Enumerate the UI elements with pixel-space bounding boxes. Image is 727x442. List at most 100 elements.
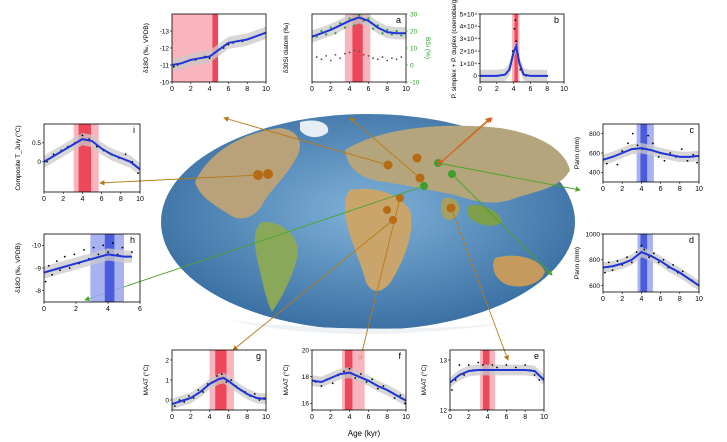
x-tick-label: 6 (659, 296, 663, 303)
x-tick-label: 4 (639, 186, 643, 193)
data-point (643, 248, 646, 251)
data-point-gray (344, 52, 346, 55)
data-point-green (329, 26, 332, 29)
data-point (616, 260, 619, 262)
panel-letter: c (690, 125, 695, 135)
y-tick-label: -8 (35, 288, 41, 295)
data-point (686, 159, 689, 162)
data-point (320, 385, 323, 387)
y-tick-label: 5×10⁴ (460, 11, 478, 18)
data-point (463, 374, 465, 376)
y-tick-label: 1000 (586, 231, 601, 238)
y-tick-label: 1 (165, 377, 169, 384)
data-point (354, 377, 357, 379)
data-point (208, 57, 211, 60)
x-tick-label: 8 (119, 196, 123, 203)
x-tick-label: 4 (348, 86, 352, 93)
data-point (399, 394, 402, 397)
x-tick-label: 0 (478, 86, 482, 93)
y-axis-label: MAAT (°C) (282, 365, 290, 396)
data-point (225, 381, 228, 383)
data-point-green (400, 34, 403, 37)
data-point (524, 364, 527, 366)
y-tick-label: -9 (35, 265, 41, 272)
x-tick-label: 2 (329, 414, 333, 421)
panel-letter: d (689, 235, 694, 245)
data-point (131, 251, 133, 254)
x-tick-label: 10 (262, 414, 270, 421)
data-point-green (343, 26, 346, 29)
x-tick-label: 0 (42, 196, 46, 203)
data-point (692, 154, 695, 156)
plot-frame (449, 349, 545, 411)
data-point (382, 385, 385, 387)
x-tick-label: 0 (170, 86, 174, 93)
data-point (137, 172, 139, 175)
data-point-gray (348, 51, 351, 54)
panel-letter: h (130, 235, 135, 245)
data-point-green (395, 29, 398, 33)
x-tick-label: 8 (385, 86, 389, 93)
y-right-tick-label: 10 (410, 45, 418, 52)
data-point-gray (376, 58, 379, 61)
data-point (647, 134, 650, 137)
site-marker (412, 153, 422, 163)
y-tick-label: -12 (160, 45, 170, 52)
data-point-gray (367, 55, 370, 57)
x-tick-label: 4 (208, 414, 212, 421)
smoothed-curve (172, 31, 266, 66)
x-tick-label: 4 (208, 86, 212, 93)
panel-h: 0 2 4 6 -8 -9 -10 δ18O (‰, VPDB) h (15, 233, 142, 313)
data-point (124, 153, 127, 156)
highlight-band-core (640, 234, 648, 292)
data-point (107, 251, 109, 254)
data-point (604, 271, 606, 274)
data-point (51, 273, 53, 276)
data-point (173, 405, 176, 407)
plot-frame (311, 349, 407, 411)
panel-g: 0 2 4 6 8 10 0 1 2 MAAT (°C) g (142, 349, 270, 421)
y-tick-label: 20 (302, 347, 310, 354)
x-tick-label: 2 (189, 86, 193, 93)
map-land-greenland (300, 120, 329, 138)
x-tick-label: 8 (245, 414, 249, 421)
y-right-tick-label: 0 (410, 62, 414, 69)
y-tick-label: 800 (589, 257, 600, 264)
panel-top-left: 0 2 4 6 8 10 -10 -11 -12 -13 δ18O (‰, VPDB) (143, 13, 270, 93)
y-tick-label: 18 (302, 374, 310, 381)
map-land-europe-asia (345, 125, 570, 203)
data-point (68, 267, 71, 269)
data-point-green (376, 24, 379, 27)
y-tick-label: -11 (160, 62, 169, 69)
data-point-green (390, 33, 393, 36)
y-tick-label: -13 (160, 28, 170, 35)
data-point (621, 150, 624, 152)
data-point (331, 382, 334, 385)
x-tick-label: 2 (329, 86, 333, 93)
data-point (458, 364, 461, 366)
data-point (216, 375, 219, 377)
x-tick-label: 8 (678, 186, 682, 193)
panel-a: 0 2 4 6 8 10 30 20 10 0 -10 BSi (%) δ30Si diatom (‰)… (283, 11, 431, 93)
plot-frame (602, 233, 700, 293)
arrow-to-panel-b (439, 117, 493, 164)
map-land-south-america (254, 221, 299, 312)
x-tick-label: 2 (620, 296, 624, 303)
arrow-to-panel-a (349, 117, 421, 179)
y-tick-label: 1×10⁴ (460, 61, 478, 68)
panel-letter: i (133, 125, 135, 135)
confidence-envelope (172, 372, 266, 410)
data-point (652, 252, 655, 255)
data-point (515, 40, 518, 43)
y-axis-label: δ18O (‰, VPDB) (143, 23, 150, 73)
highlight-band-core (104, 234, 115, 302)
highlight-band-core (482, 350, 490, 410)
panel-f: 0 2 4 6 8 10 16 18 20 MAAT (°C) f (282, 347, 410, 421)
data-point-green (353, 24, 356, 27)
plot-frame (479, 13, 565, 83)
y-axis-label: δ18O (‰, VPDB) (15, 243, 22, 293)
y-axis-label: Composite T_July (°C) (14, 125, 22, 190)
x-tick-label: 0 (601, 296, 605, 303)
x-tick-label: 6 (138, 306, 142, 313)
